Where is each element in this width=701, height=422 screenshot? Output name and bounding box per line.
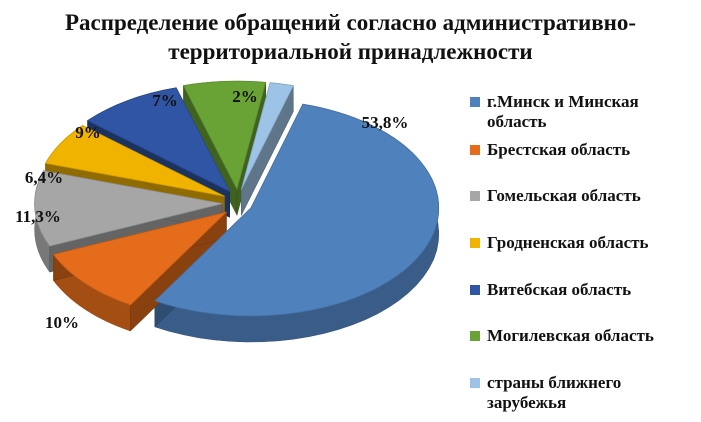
- pie-label-brest: 10%: [45, 313, 79, 332]
- legend-label-brest: Брестская область: [487, 140, 631, 159]
- legend-label-minsk-line-1: г.Минск и Минская: [487, 92, 639, 111]
- pie-label-minsk: 53,8%: [362, 113, 409, 132]
- pie-slice-gomel: [34, 170, 223, 247]
- pie-label-vitebsk: 9%: [75, 123, 101, 142]
- pie-slice-abroad: [240, 82, 294, 190]
- pie-slice-minsk: [154, 103, 440, 317]
- pie-slice-brest: [52, 211, 228, 306]
- pie-slice-grodno: [44, 125, 225, 197]
- chart-title-line-2: территориальной принадлежности: [168, 39, 533, 64]
- pie-slice-vitebsk: [86, 87, 231, 193]
- legend-swatch-minsk: [470, 97, 480, 107]
- legend-label-abroad-line-2: зарубежья: [487, 393, 567, 412]
- legend-swatch-abroad: [470, 378, 480, 388]
- legend-swatch-brest: [470, 145, 480, 155]
- legend-swatch-vitebsk: [470, 285, 480, 295]
- legend-swatch-gomel: [470, 191, 480, 201]
- legend-label-grodno: Гродненская область: [487, 233, 649, 252]
- chart-title: Распределение обращений согласно админис…: [20, 8, 681, 66]
- legend-label-mogilev: Могилевская область: [487, 326, 654, 345]
- pie-label-grodno: 6,4%: [25, 168, 63, 187]
- pie-label-gomel: 11,3%: [15, 207, 61, 226]
- legend-label-minsk-line-2: область: [487, 112, 547, 131]
- legend-label-vitebsk: Витебская область: [487, 280, 632, 299]
- legend-label-gomel: Гомельская область: [487, 186, 641, 205]
- chart-title-line-1: Распределение обращений согласно админис…: [64, 10, 637, 35]
- pie-label-abroad: 2%: [232, 87, 258, 106]
- pie-slice-mogilev: [182, 80, 267, 191]
- legend-label-abroad-line-1: страны ближнего: [487, 373, 622, 392]
- pie-label-mogilev: 7%: [152, 91, 178, 110]
- legend-swatch-mogilev: [470, 331, 480, 341]
- legend-swatch-grodno: [470, 238, 480, 248]
